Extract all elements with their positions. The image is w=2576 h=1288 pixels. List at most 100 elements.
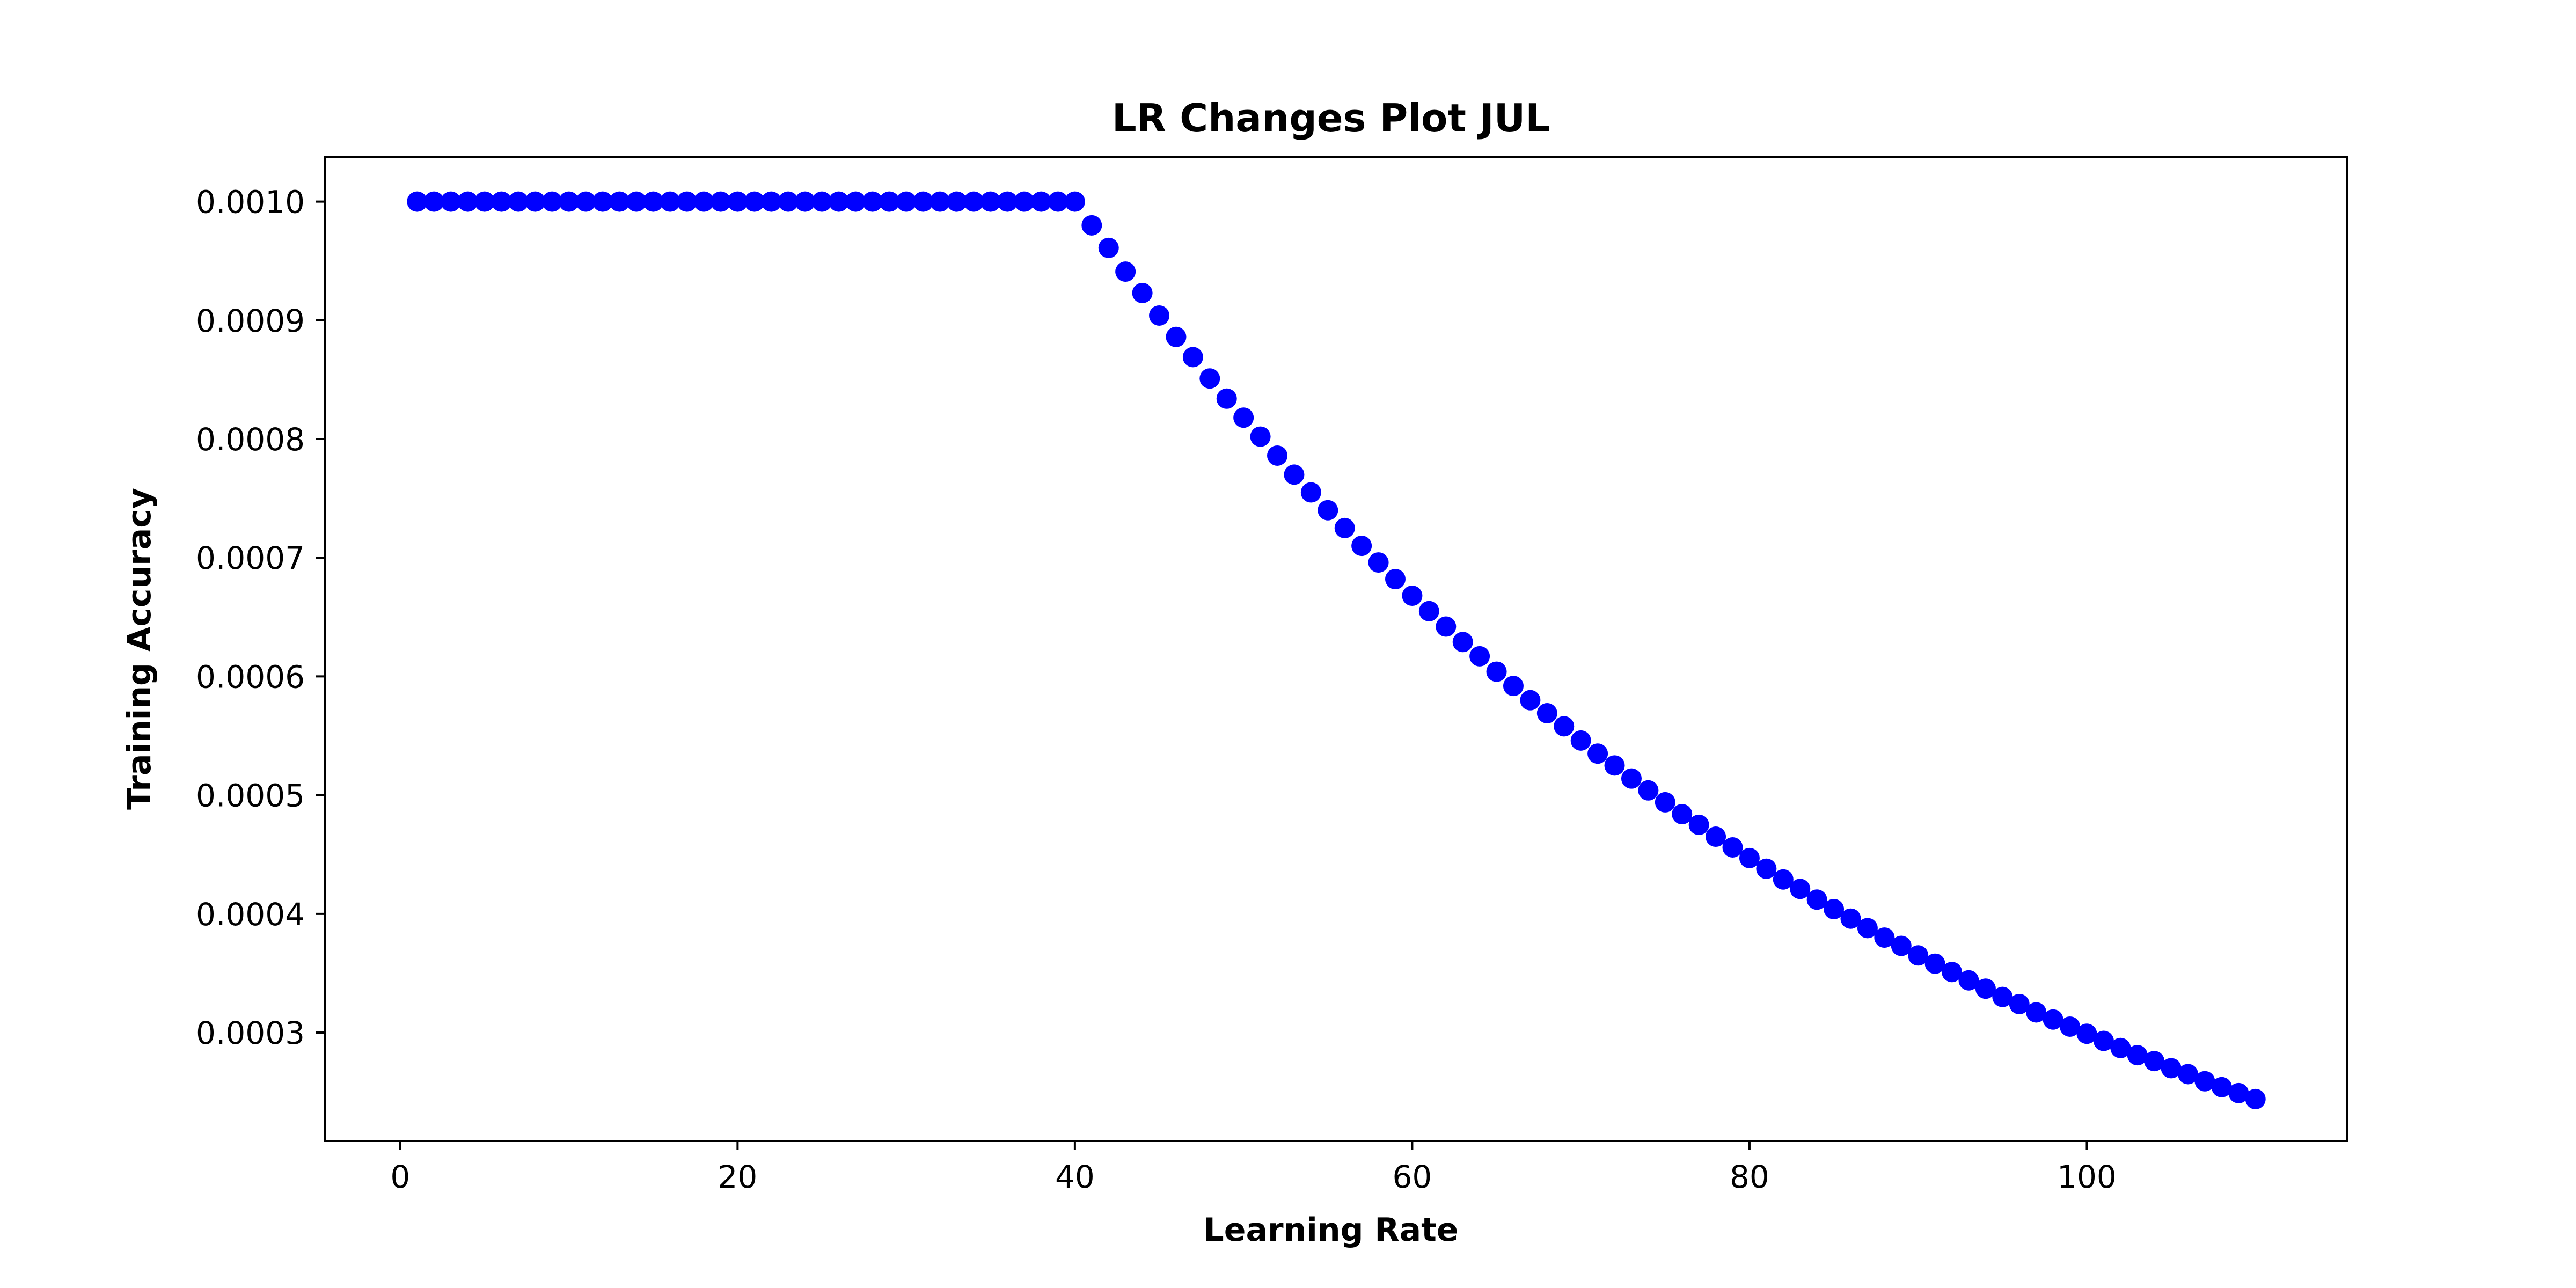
data-point [1469,646,1490,667]
data-point [1891,935,1912,956]
data-points [407,191,2266,1109]
data-point [559,191,580,212]
data-point [508,191,529,212]
x-tick-label: 0 [390,1159,410,1195]
data-point [1402,586,1423,606]
x-tick-label: 80 [1730,1159,1769,1195]
data-point [1773,869,1794,890]
x-tick-label: 40 [1055,1159,1095,1195]
data-point [1452,632,1473,653]
y-tick-label: 0.0010 [196,184,305,221]
data-point [1790,879,1811,899]
data-point [1840,908,1861,929]
y-tick-label: 0.0009 [196,303,305,339]
data-point [2127,1045,2148,1066]
data-point [761,191,782,212]
data-point [744,191,765,212]
y-axis-label: Training Accuracy [121,488,158,810]
data-point [2144,1051,2165,1072]
data-point [811,191,832,212]
data-point [693,191,714,212]
data-point [2110,1037,2131,1058]
x-tick-label: 20 [718,1159,757,1195]
data-point [457,191,478,212]
data-point [1300,482,1321,503]
data-point [1250,426,1271,447]
data-point [1368,552,1389,573]
data-point [1520,690,1541,711]
data-point [1166,326,1187,347]
data-point [862,191,883,212]
data-point [1554,716,1575,737]
data-point [1098,237,1119,258]
data-point [1436,616,1457,637]
data-point [946,191,967,212]
data-point [963,191,984,212]
data-point [2026,1002,2047,1023]
data-point [1570,730,1591,751]
data-point [2211,1077,2232,1097]
x-tick-label: 60 [1393,1159,1432,1195]
data-point [1081,215,1102,236]
data-point [1182,347,1203,368]
data-point [879,191,900,212]
data-point [845,191,866,212]
data-point [1132,282,1153,303]
data-point [1267,445,1288,466]
data-point [575,191,596,212]
data-point [1688,814,1709,835]
x-axis-ticks: 0 20 40 60 80 100 [390,1141,2117,1195]
data-point [1621,768,1642,789]
data-point [828,191,849,212]
data-point [1975,978,1996,999]
y-axis-ticks: 0.0003 0.0004 0.0005 0.0006 0.0007 0.0008 0.00… [196,184,325,1051]
data-point [1233,407,1254,428]
data-point [1604,755,1625,776]
data-point [1874,927,1895,948]
data-point [1992,986,2013,1007]
data-point [474,191,495,212]
data-point [1048,191,1069,212]
data-point [491,191,512,212]
data-point [1722,837,1743,858]
data-point [1115,261,1136,282]
data-point [1064,191,1085,212]
chart-title: LR Changes Plot JUL [1112,96,1550,141]
data-point [980,191,1001,212]
data-point [795,191,816,212]
data-point [1014,191,1035,212]
data-point [1216,388,1237,409]
data-point [1806,889,1827,910]
data-point [1318,500,1338,521]
data-point [1706,826,1726,847]
data-point [1908,945,1929,966]
data-point [727,191,748,212]
data-point [1385,569,1406,590]
data-point [930,191,950,212]
data-point [1958,970,1979,991]
data-point [896,191,917,212]
data-point [1587,743,1608,764]
data-point [2076,1023,2097,1044]
data-point [2194,1071,2215,1092]
data-point [1857,918,1878,939]
data-point [643,191,664,212]
data-point [1824,898,1845,919]
data-point [2161,1058,2182,1079]
data-point [2043,1009,2063,1030]
data-point [1149,305,1170,326]
data-point [2245,1088,2266,1109]
data-point [913,191,934,212]
data-point [1199,368,1220,389]
data-point [1284,464,1305,485]
data-point [2060,1016,2081,1037]
y-tick-label: 0.0007 [196,540,305,576]
y-tick-label: 0.0006 [196,658,305,695]
y-tick-label: 0.0005 [196,778,305,814]
data-point [778,191,799,212]
data-point [1756,858,1777,879]
data-point [525,191,546,212]
data-point [1503,676,1524,697]
data-point [1351,536,1372,557]
